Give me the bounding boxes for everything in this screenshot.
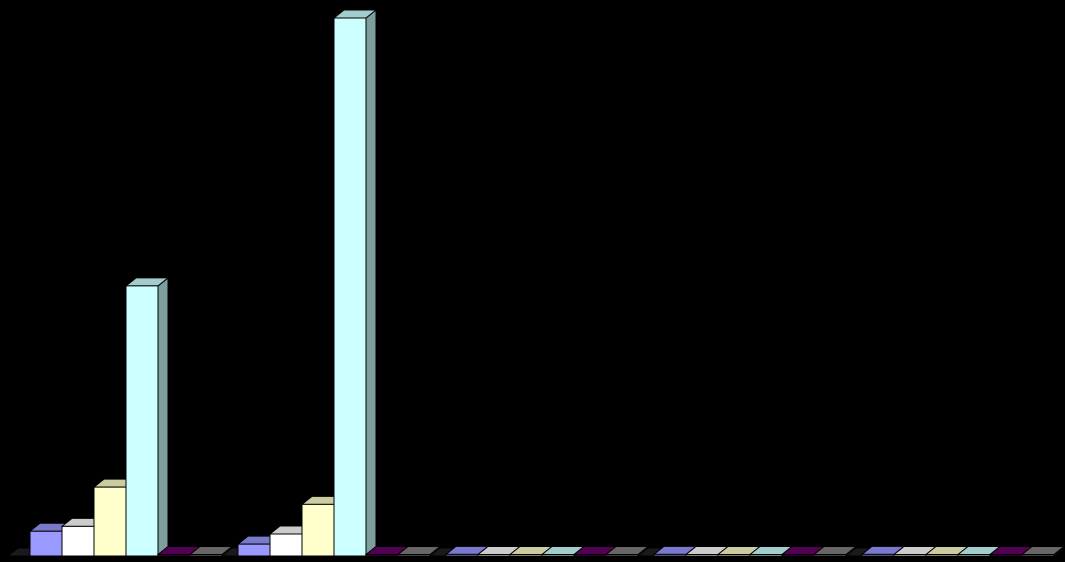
bar-front-face <box>237 543 271 557</box>
bar-category-1-series-4 <box>124 276 170 558</box>
bar-front-face <box>445 553 479 557</box>
bar-front-face <box>29 530 63 557</box>
bar-front-face <box>365 554 399 557</box>
bar-front-face <box>333 17 367 557</box>
bar-front-face <box>653 553 687 557</box>
bar-front-face <box>605 554 639 557</box>
bar-front-face <box>125 285 159 557</box>
bar-front-face <box>397 554 431 557</box>
bar-front-face <box>861 553 895 557</box>
bar-front-face <box>925 554 959 557</box>
bar-front-face <box>301 503 335 557</box>
bars <box>28 8 1065 558</box>
bar-category-3-series-6 <box>604 545 650 558</box>
bar-category-1-series-6 <box>188 545 234 558</box>
bar-category-2-series-6 <box>396 545 442 558</box>
bar-front-face <box>749 554 783 557</box>
bar-front-face <box>157 554 191 557</box>
bar-category-2-series-4 <box>332 8 378 558</box>
bar-front-face <box>781 554 815 557</box>
bar-side-face <box>365 8 377 558</box>
bar-front-face <box>717 554 751 557</box>
bar-front-face <box>989 554 1023 557</box>
bar-front-face <box>269 533 303 557</box>
bar-front-face <box>509 554 543 557</box>
bar-front-face <box>93 486 127 557</box>
bar-front-face <box>477 554 511 557</box>
bar-front-face <box>685 554 719 557</box>
bar-front-face <box>541 554 575 557</box>
bar-front-face <box>1021 554 1055 557</box>
bar-category-4-series-6 <box>812 545 858 558</box>
bar-category-5-series-6 <box>1020 545 1065 558</box>
bar-front-face <box>893 554 927 557</box>
bar-front-face <box>189 554 223 557</box>
bar-front-face <box>813 554 847 557</box>
bar-side-face <box>157 276 169 558</box>
bar-front-face <box>573 554 607 557</box>
bar-front-face <box>957 554 991 557</box>
bar-front-face <box>61 525 95 557</box>
